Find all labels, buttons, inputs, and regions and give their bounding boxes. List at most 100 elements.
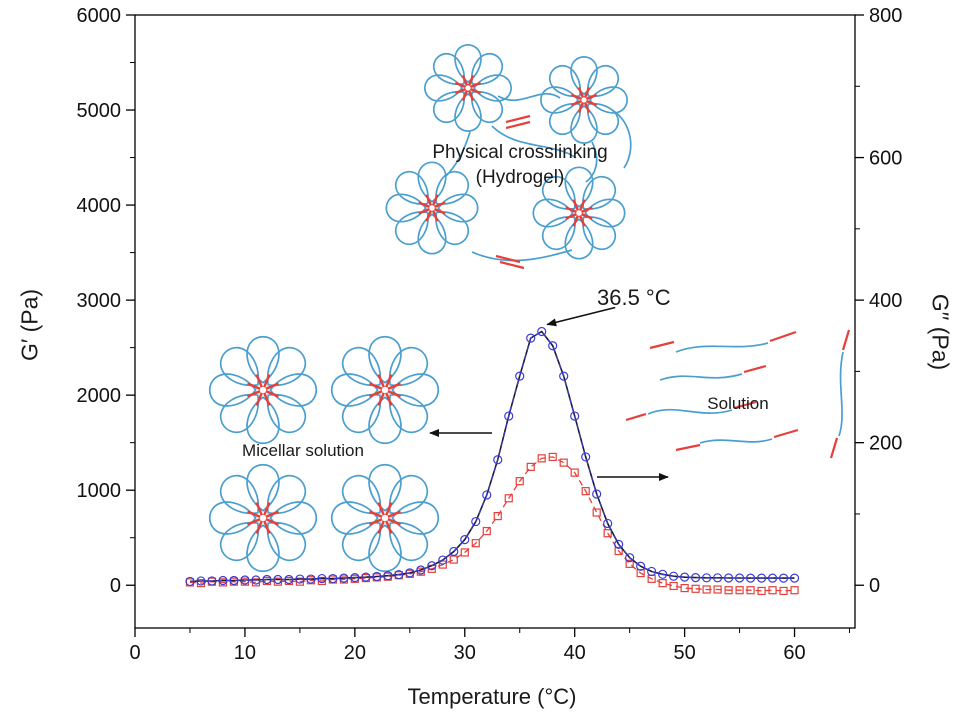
gprime-marker: [251, 575, 261, 585]
gprime-marker: [680, 572, 690, 582]
gprime-marker: [658, 569, 668, 579]
gdoubleprime-marker: [460, 548, 469, 557]
gprime-marker: [570, 411, 580, 421]
gdoubleprime-marker: [537, 454, 546, 463]
gprime-marker: [745, 573, 756, 583]
gdoubleprime-marker: [592, 508, 601, 517]
gdoubleprime-marker: [779, 586, 788, 596]
gprime-marker: [603, 518, 613, 529]
micelle-flower: [540, 56, 628, 144]
svg-text:600: 600: [869, 148, 902, 170]
gprime-marker: [712, 573, 723, 583]
gdoubleprime-marker: [449, 555, 458, 564]
gdoubleprime-marker: [603, 529, 612, 538]
gdoubleprime-marker: [526, 462, 535, 472]
peak-temperature-annotation: 36.5 °C: [597, 285, 671, 310]
gprime-marker: [734, 573, 745, 583]
gprime-marker: [306, 574, 316, 584]
series: [185, 326, 800, 596]
gdoubleprime-marker: [669, 581, 678, 591]
plot-frame: [134, 14, 856, 629]
gdoubleprime-marker: [515, 477, 524, 486]
svg-text:30: 30: [454, 642, 476, 664]
svg-text:400: 400: [869, 290, 902, 312]
gprime-marker: [581, 452, 591, 462]
hydrogel-network-illustration: [385, 44, 632, 270]
gdoubleprime-line: [189, 456, 795, 592]
gdoubleprime-marker: [471, 539, 480, 548]
svg-text:0: 0: [129, 642, 140, 664]
gdoubleprime-marker: [746, 586, 755, 595]
micelle-flower: [330, 463, 440, 573]
gdoubleprime-marker: [702, 585, 711, 594]
gdoubleprime-marker: [724, 586, 733, 595]
gprime-marker: [482, 490, 492, 500]
peak-arrow: [546, 306, 616, 327]
hydrogel-label-line2: (Hydrogel): [475, 167, 565, 188]
micelle-flower: [424, 44, 512, 132]
annotation-arrows: [429, 306, 669, 481]
gprime-marker: [614, 539, 624, 549]
gprime-marker: [350, 573, 360, 583]
svg-text:6000: 6000: [77, 5, 122, 27]
micelle-flower: [385, 161, 479, 255]
gprime-marker: [284, 574, 294, 585]
gdoubleprime-marker: [438, 560, 447, 569]
gdoubleprime-marker: [482, 526, 491, 536]
svg-text:40: 40: [564, 642, 586, 664]
gprime-marker: [394, 569, 404, 580]
svg-text:10: 10: [234, 642, 256, 664]
gprime-marker: [548, 341, 558, 351]
gprime-marker: [559, 371, 569, 381]
gprime-marker: [449, 546, 459, 557]
gprime-marker: [229, 575, 239, 586]
axes: 0 10 20 30 40 50 60010002000300040005000600002…: [77, 5, 903, 664]
gdoubleprime-marker: [504, 494, 513, 503]
gdoubleprime-marker: [559, 458, 568, 467]
gdoubleprime-marker: [614, 546, 623, 556]
svg-text:1000: 1000: [77, 480, 122, 502]
micellar-solution-label: Micellar solution: [242, 441, 364, 460]
gdoubleprime-marker: [548, 452, 557, 462]
gdoubleprime-marker: [768, 586, 777, 595]
svg-text:50: 50: [673, 642, 695, 664]
gprime-marker: [207, 576, 217, 586]
gdoubleprime-marker: [735, 586, 744, 595]
gprime-marker: [185, 576, 195, 587]
gprime-marker: [361, 572, 371, 582]
gprime-marker: [262, 574, 272, 585]
micellar-solution-illustration: [208, 335, 440, 573]
gprime-marker: [778, 573, 789, 583]
gprime-marker: [416, 565, 426, 575]
micelle-flower: [330, 335, 440, 445]
gdoubleprime-marker: [680, 583, 689, 593]
svg-text:3000: 3000: [77, 290, 122, 312]
gprime-marker: [767, 573, 778, 583]
gprime-marker: [295, 574, 305, 584]
svg-text:2000: 2000: [77, 385, 122, 407]
svg-text:20: 20: [344, 642, 366, 664]
gprime-marker: [460, 535, 470, 545]
gprime-marker: [537, 326, 547, 337]
illustrations: [208, 44, 851, 573]
gprime-marker: [515, 371, 525, 381]
gprime-marker: [339, 573, 349, 583]
y-axis-label-right: G′′ (Pa): [927, 293, 954, 371]
gprime-marker: [196, 576, 206, 586]
gprime-marker: [504, 411, 514, 421]
svg-text:200: 200: [869, 433, 902, 455]
gdoubleprime-marker: [757, 586, 766, 596]
gprime-marker: [592, 489, 602, 499]
gprime-marker: [493, 455, 503, 465]
gprime-dashed-line: [189, 330, 795, 582]
gprime-marker: [273, 574, 283, 585]
micelle-flower: [208, 335, 318, 445]
gdoubleprime-marker: [713, 585, 722, 594]
gdoubleprime-marker: [691, 584, 700, 593]
svg-text:4000: 4000: [77, 195, 122, 217]
micelle-flower: [208, 463, 318, 573]
svg-text:60: 60: [783, 642, 805, 664]
gprime-marker: [328, 573, 338, 584]
gprime-marker: [526, 333, 536, 343]
